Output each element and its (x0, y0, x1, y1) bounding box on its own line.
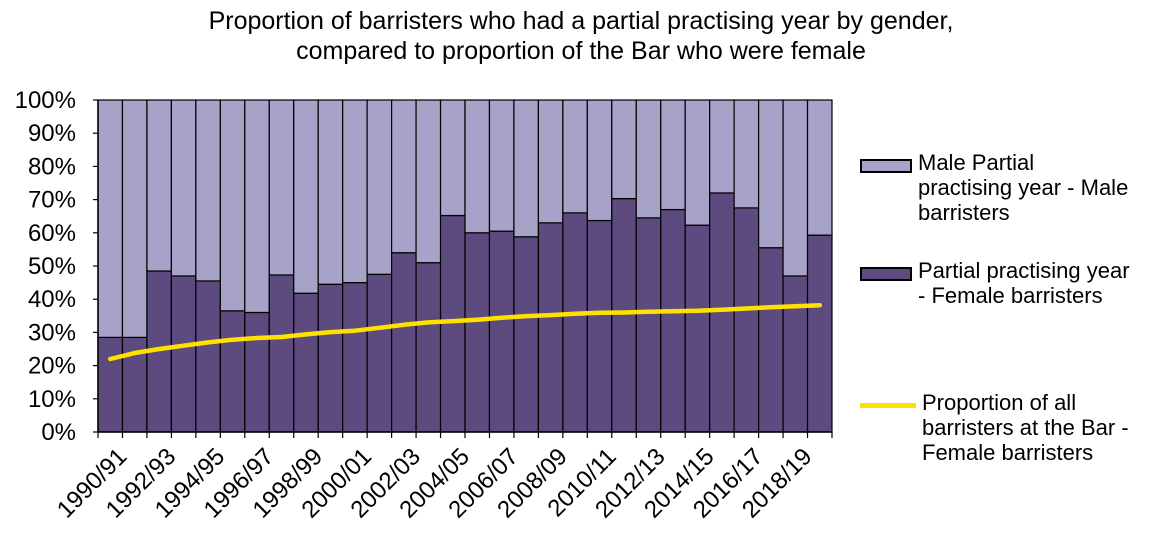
bar-female-26 (733, 207, 760, 433)
bar-female-6 (244, 311, 270, 433)
bar-female-25 (709, 192, 735, 433)
bar-female-19 (562, 212, 588, 433)
bar-female-23 (660, 208, 686, 433)
bar-male-9 (317, 99, 344, 285)
bar-male-22 (635, 99, 662, 219)
legend-label-line: Proportion of all barristers at the Bar … (922, 390, 1129, 465)
bar-male-14 (439, 99, 466, 217)
y-tick-label-8: 80% (28, 153, 76, 180)
bar-male-3 (170, 99, 197, 277)
legend-swatch-female (860, 267, 912, 281)
bar-male-1 (121, 99, 148, 338)
bar-female-17 (513, 236, 540, 433)
bar-female-5 (219, 310, 246, 433)
bar-male-6 (244, 99, 270, 314)
axes-group (93, 99, 833, 438)
chart-title: Proportion of barristers who had a parti… (0, 6, 1162, 66)
bar-female-20 (586, 219, 613, 433)
bar-male-17 (513, 99, 540, 238)
bar-female-11 (366, 273, 393, 433)
bar-female-18 (537, 222, 564, 433)
bar-male-19 (562, 99, 588, 214)
legend-label-female: Partial practising year - Female barrist… (918, 258, 1130, 308)
bar-male-0 (97, 99, 124, 338)
bar-male-4 (195, 99, 221, 282)
bar-female-22 (635, 217, 662, 433)
y-tick-label-7: 70% (28, 187, 76, 214)
bar-male-21 (611, 99, 637, 200)
bar-female-8 (293, 292, 319, 433)
bar-male-7 (268, 99, 295, 276)
bar-female-15 (464, 232, 491, 433)
y-tick-label-10: 100% (15, 87, 76, 114)
bar-female-7 (268, 274, 295, 433)
bar-male-18 (537, 99, 564, 224)
bar-male-20 (586, 99, 613, 222)
bar-male-23 (660, 99, 686, 211)
legend-item-male: Male Partial practising year - Male barr… (860, 150, 1128, 225)
legend-item-line: Proportion of all barristers at the Bar … (860, 390, 1129, 465)
bars-group (97, 99, 833, 433)
bar-male-24 (684, 99, 711, 226)
bar-male-2 (146, 99, 173, 272)
bar-female-4 (195, 280, 221, 433)
female-share-line (107, 302, 823, 362)
legend-swatch-line (860, 403, 916, 408)
bar-male-29 (806, 99, 833, 236)
bar-male-15 (464, 99, 491, 234)
bar-female-28 (782, 275, 809, 433)
y-tick-label-5: 50% (28, 253, 76, 280)
bar-female-3 (170, 275, 197, 433)
bar-male-5 (219, 99, 246, 312)
bar-male-13 (415, 99, 442, 264)
bar-male-12 (391, 99, 417, 254)
bar-male-27 (757, 99, 784, 249)
bar-female-13 (415, 262, 442, 433)
bar-female-12 (391, 252, 417, 433)
bar-female-24 (684, 224, 711, 433)
bar-male-11 (366, 99, 393, 275)
y-tick-labels: 0% 10% 20% 30% 40% 50% 60% 70% 80% 90% 100% (15, 87, 76, 446)
y-tick-label-3: 30% (28, 319, 76, 346)
bar-male-25 (709, 99, 735, 194)
bar-male-8 (293, 99, 319, 294)
legend-item-female: Partial practising year - Female barrist… (860, 258, 1130, 308)
y-tick-label-6: 60% (28, 220, 76, 247)
bar-female-0 (97, 336, 124, 433)
bar-female-9 (317, 283, 344, 433)
bar-female-29 (806, 234, 833, 433)
bar-female-27 (757, 247, 784, 433)
y-tick-label-0: 0% (41, 419, 76, 446)
x-tick-labels: 1990/911992/931994/951996/971998/992000/… (52, 443, 818, 523)
bar-female-16 (488, 230, 515, 433)
bar-male-10 (342, 99, 368, 284)
bar-male-26 (733, 99, 760, 209)
y-tick-label-9: 90% (28, 120, 76, 147)
legend-swatch-male (860, 159, 912, 173)
bar-male-16 (488, 99, 515, 232)
bar-female-10 (342, 282, 368, 433)
legend-label-male: Male Partial practising year - Male barr… (918, 150, 1129, 225)
y-tick-label-4: 40% (28, 286, 76, 313)
bar-female-21 (611, 198, 637, 433)
bar-male-28 (782, 99, 809, 277)
y-tick-label-1: 10% (28, 386, 76, 413)
y-tick-label-2: 20% (28, 353, 76, 380)
chart-title-line-1: Proportion of barristers who had a parti… (208, 7, 954, 35)
legend: Male Partial practising year - Male barr… (860, 0, 1160, 533)
female-share-line-group (107, 302, 823, 362)
chart-title-line-2: compared to proportion of the Bar who we… (296, 37, 866, 65)
